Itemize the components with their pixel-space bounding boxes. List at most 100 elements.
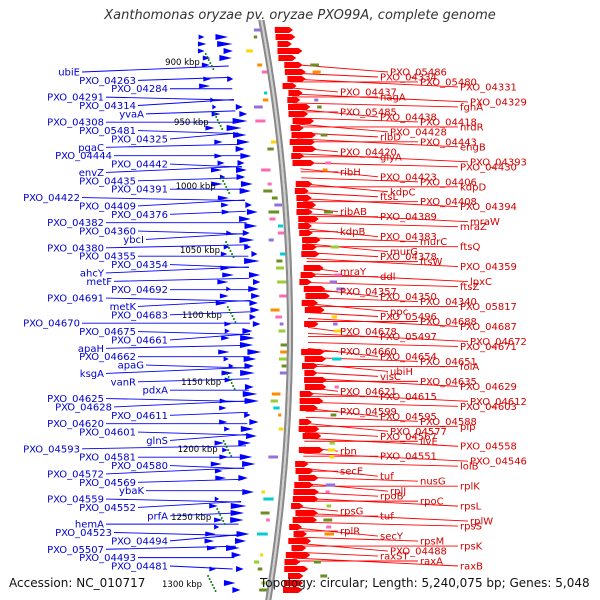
leader-line xyxy=(301,476,419,482)
reverse-gene-arrow xyxy=(245,202,252,208)
reverse-gene-arrow xyxy=(224,328,230,334)
leader-line xyxy=(304,228,379,238)
reverse-gene-arrow xyxy=(226,286,231,292)
left-gene-label: PXO_04628 xyxy=(55,402,112,413)
reverse-gene-arrow xyxy=(221,202,229,208)
feature-stripe xyxy=(257,63,263,67)
leader-line xyxy=(307,356,419,362)
tick-dot xyxy=(226,306,229,308)
leader-line xyxy=(287,63,389,73)
reverse-gene-arrow xyxy=(201,62,210,68)
right-gene-label: PXO_04546 xyxy=(470,457,527,468)
right-gene-label: PXO_04488 xyxy=(390,547,447,558)
left-gene-label: prfA xyxy=(147,511,168,522)
feature-stripe xyxy=(333,322,338,326)
left-gene-label: PXO_04523 xyxy=(55,528,112,539)
feature-stripe xyxy=(310,63,319,67)
reverse-gene-arrow xyxy=(253,279,261,285)
feature-stripe xyxy=(314,98,319,102)
right-gene-label: lpxC xyxy=(470,277,492,288)
leader-line xyxy=(305,243,389,253)
right-gene-label: PXO_04331 xyxy=(460,82,517,93)
left-gene-label: PXO_04670 xyxy=(23,319,80,330)
right-gene-label: ribAB xyxy=(340,207,367,218)
tick-dot xyxy=(209,62,212,64)
forward-gene-arrow xyxy=(303,286,326,292)
left-gene-label: PXO_04422 xyxy=(23,193,80,204)
reverse-gene-arrow xyxy=(236,167,247,173)
reverse-gene-arrow xyxy=(224,321,232,327)
leader-line xyxy=(307,327,339,332)
forward-gene-arrow xyxy=(300,272,316,278)
right-gene-label: rplJ xyxy=(390,487,406,498)
reverse-gene-arrow xyxy=(251,251,258,257)
leader-line xyxy=(137,76,231,81)
feature-stripe xyxy=(253,28,264,32)
right-gene-label: PXO_04612 xyxy=(470,397,527,408)
forward-gene-arrow xyxy=(299,419,312,425)
tick-dot xyxy=(223,183,226,185)
feature-stripe xyxy=(261,581,266,585)
reverse-gene-arrow xyxy=(249,314,256,320)
leader-line xyxy=(306,401,459,407)
right-gene-label: PXO_05486 xyxy=(390,68,447,79)
reverse-gene-arrow xyxy=(238,475,248,481)
feature-stripe xyxy=(320,133,328,137)
reverse-gene-arrow xyxy=(210,97,215,103)
right-gene-label: PXO_04408 xyxy=(420,197,477,208)
leader-line xyxy=(307,371,379,377)
reverse-gene-arrow xyxy=(242,328,253,334)
leader-line xyxy=(297,521,459,527)
feature-stripe xyxy=(246,49,253,53)
forward-gene-arrow xyxy=(278,55,297,61)
tick-dot xyxy=(231,315,234,317)
leader-line xyxy=(169,311,250,316)
right-gene-label: folA xyxy=(460,362,479,373)
reverse-gene-arrow xyxy=(199,83,211,89)
forward-gene-arrow xyxy=(288,90,303,96)
feature-stripe xyxy=(313,560,321,564)
reverse-gene-arrow xyxy=(209,566,216,572)
reverse-gene-arrow xyxy=(223,580,236,586)
reverse-gene-arrow xyxy=(236,174,246,180)
left-gene-label: PXO_04683 xyxy=(111,310,168,321)
tick-dot xyxy=(204,53,207,55)
leader-line xyxy=(289,78,459,88)
feature-stripe xyxy=(326,504,332,508)
backbone-line xyxy=(258,19,290,600)
reverse-gene-arrow xyxy=(237,139,250,145)
tick-dot xyxy=(226,244,229,246)
reverse-gene-arrow xyxy=(228,363,234,369)
right-gene-label: rpsG xyxy=(340,507,363,518)
forward-gene-arrow xyxy=(295,461,309,467)
leader-line xyxy=(305,422,389,432)
left-gene-label: glnS xyxy=(146,436,168,447)
reverse-gene-arrow xyxy=(240,153,252,159)
feature-stripe xyxy=(270,308,280,312)
reverse-gene-arrow xyxy=(249,300,258,306)
reverse-gene-arrow xyxy=(242,230,250,236)
feature-stripe xyxy=(328,448,336,452)
reverse-gene-arrow xyxy=(240,370,255,376)
reverse-gene-arrow xyxy=(248,272,261,278)
right-gene-label: PXO_04340 xyxy=(420,297,477,308)
left-gene-label: ybcI xyxy=(123,235,144,246)
leader-line xyxy=(81,65,229,73)
right-gene-label: rplR xyxy=(340,527,360,538)
left-gene-label: PXO_04314 xyxy=(79,101,136,112)
reverse-gene-arrow xyxy=(226,125,242,131)
tick-dot xyxy=(207,59,210,61)
feature-stripe xyxy=(278,427,284,431)
leader-line xyxy=(169,565,233,570)
leader-line xyxy=(307,341,459,347)
leader-line xyxy=(302,192,379,198)
leader-line xyxy=(302,467,379,477)
forward-gene-arrow xyxy=(305,293,330,299)
tick-dot xyxy=(227,449,230,451)
left-gene-label: PXO_04601 xyxy=(79,428,136,439)
right-gene-label: PXO_04393 xyxy=(470,157,527,168)
left-gene-label: PXO_04376 xyxy=(111,210,168,221)
feature-stripe xyxy=(266,518,270,522)
feature-stripe xyxy=(264,91,268,95)
feature-stripe xyxy=(263,189,273,193)
